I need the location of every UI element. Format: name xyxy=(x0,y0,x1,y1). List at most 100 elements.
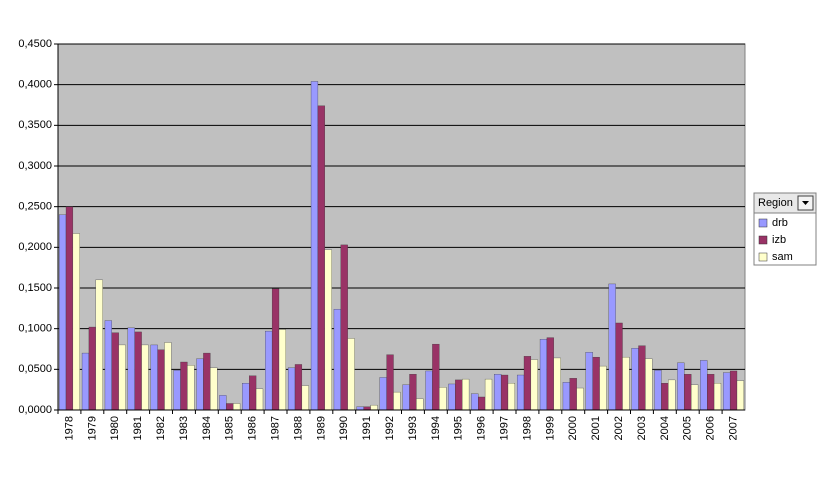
bar xyxy=(713,383,722,411)
legend-swatch xyxy=(758,235,768,245)
bar xyxy=(393,391,401,411)
x-tick-label: 1996 xyxy=(476,416,488,440)
bar xyxy=(104,320,112,411)
bar xyxy=(448,383,456,411)
bar xyxy=(668,379,676,411)
bar xyxy=(494,374,502,411)
bar xyxy=(386,354,394,411)
bar xyxy=(379,377,387,411)
bar xyxy=(164,342,172,411)
bar xyxy=(569,378,577,411)
x-tick-label: 1993 xyxy=(407,416,419,440)
bar xyxy=(265,330,273,411)
bar xyxy=(203,352,211,411)
y-tick-label: 0,3500 xyxy=(18,119,52,131)
bar xyxy=(249,375,257,411)
y-tick-label: 0,4500 xyxy=(18,38,52,50)
y-tick-label: 0,0000 xyxy=(18,404,52,416)
x-tick-label: 2003 xyxy=(636,416,648,440)
x-tick-label: 1995 xyxy=(453,416,465,440)
x-tick-label: 2006 xyxy=(705,416,717,440)
bar xyxy=(707,374,715,411)
y-tick-label: 0,1500 xyxy=(18,282,52,294)
x-tick-label: 1992 xyxy=(384,416,396,440)
x-tick-label: 2000 xyxy=(567,416,579,440)
bar xyxy=(507,383,516,411)
bar xyxy=(127,327,135,411)
bar xyxy=(271,288,280,411)
bar xyxy=(324,249,332,411)
x-tick-label: 1990 xyxy=(338,416,350,440)
bar xyxy=(546,337,554,411)
bar xyxy=(608,283,616,411)
dropdown-arrow xyxy=(802,201,809,205)
x-tick-label: 1982 xyxy=(155,416,167,440)
bar xyxy=(500,374,509,411)
bar xyxy=(631,348,639,411)
x-tick-label: 1998 xyxy=(521,416,533,440)
bar xyxy=(347,338,355,411)
bar xyxy=(539,339,548,411)
bar xyxy=(402,384,410,411)
bar xyxy=(65,206,74,411)
x-tick-label: 2005 xyxy=(682,416,694,440)
x-tick-label: 1988 xyxy=(292,416,304,440)
bar xyxy=(425,370,433,411)
bar xyxy=(157,349,165,411)
bar xyxy=(592,356,600,411)
plot-area xyxy=(57,43,746,411)
legend-swatch xyxy=(758,218,768,228)
y-tick-label: 0,2500 xyxy=(18,201,52,213)
bar xyxy=(134,331,142,411)
x-tick-label: 2007 xyxy=(727,416,739,440)
bar xyxy=(255,388,264,411)
bar xyxy=(180,361,188,411)
bar xyxy=(516,374,525,411)
y-tick-label: 0,3000 xyxy=(18,160,52,172)
bar xyxy=(317,105,325,411)
bar xyxy=(553,357,561,411)
bar xyxy=(196,358,204,411)
x-tick-label: 2004 xyxy=(659,416,671,440)
x-tick-label: 2002 xyxy=(613,416,625,440)
bar xyxy=(432,343,440,411)
bar xyxy=(278,329,287,411)
bar xyxy=(439,387,447,411)
bar xyxy=(118,344,126,411)
bar xyxy=(638,345,646,411)
x-tick-label: 1989 xyxy=(315,416,327,440)
bar xyxy=(340,244,348,411)
bar xyxy=(173,369,181,411)
y-tick-label: 0,0500 xyxy=(18,363,52,375)
bar xyxy=(58,214,67,411)
bar xyxy=(691,384,699,411)
x-tick-label: 1980 xyxy=(109,416,121,440)
x-tick-label: 1978 xyxy=(63,416,75,440)
bar xyxy=(585,352,593,411)
bar xyxy=(736,380,745,411)
legend: Region drb izb sam xyxy=(753,192,817,266)
x-tick-label: 1991 xyxy=(361,416,373,440)
x-tick-label: 1987 xyxy=(269,416,281,440)
y-tick-label: 0,2000 xyxy=(18,241,52,253)
bar xyxy=(484,378,493,411)
legend-swatch xyxy=(758,252,768,262)
bar xyxy=(301,385,309,411)
bar xyxy=(72,233,80,411)
bar xyxy=(141,344,149,411)
bar xyxy=(187,365,195,411)
bar xyxy=(416,398,424,411)
bar xyxy=(700,360,708,411)
bar xyxy=(409,374,417,411)
legend-label: izb xyxy=(772,234,786,246)
legend-label: drb xyxy=(772,217,788,229)
bar xyxy=(562,382,570,411)
bar xyxy=(310,81,319,411)
bar xyxy=(226,403,234,411)
bar xyxy=(242,383,250,411)
bar xyxy=(81,352,90,411)
bar xyxy=(576,387,584,411)
bar xyxy=(333,308,341,411)
bar xyxy=(471,393,479,411)
bar xyxy=(150,344,158,411)
